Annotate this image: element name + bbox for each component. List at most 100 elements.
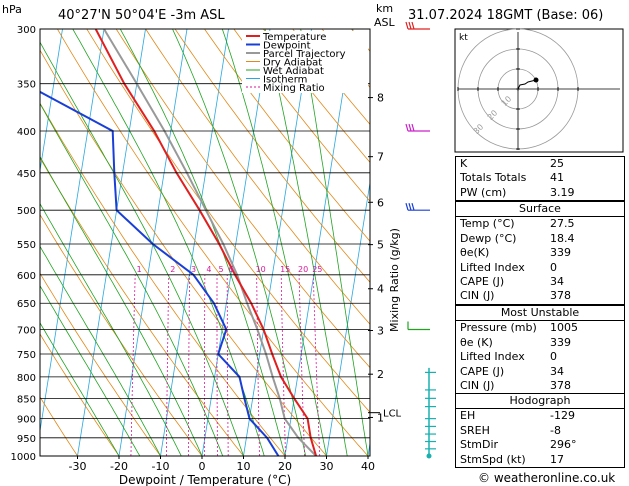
table-row: PW (cm) 3.19	[456, 186, 624, 200]
row-label: CIN (J)	[460, 289, 495, 303]
x-axis-label: Dewpoint / Temperature (°C)	[119, 473, 291, 486]
indices-table: K 25 Totals Totals 41 PW (cm) 3.19	[455, 156, 625, 202]
row-value: 0	[550, 260, 557, 274]
mixing-ratio-line	[298, 274, 305, 456]
pressure-tick-label: 600	[17, 271, 36, 282]
mixing-ratio-label: 1	[137, 265, 142, 274]
table-row: CIN (J) 378	[456, 379, 624, 393]
temp-tick-label: 0	[199, 460, 206, 473]
table-row: StmDir 296°	[456, 438, 624, 452]
row-value: 27.5	[550, 217, 575, 231]
table-row: Temp (°C) 27.5	[456, 217, 624, 231]
dry-adiabat-line	[174, 29, 370, 283]
lcl-label: LCL	[383, 409, 402, 420]
row-label: Lifted Index	[460, 260, 525, 274]
row-value: 18.4	[550, 231, 575, 245]
temp-tick-label: 40	[361, 460, 375, 473]
mixing-ratio-label: 3	[191, 265, 196, 274]
mixing-ratio-line	[312, 274, 321, 456]
table-row: StmSpd (kt) 17	[456, 453, 624, 467]
mixing-ratio-label: 10	[256, 265, 266, 274]
pressure-tick-label: 450	[17, 169, 36, 180]
wind-barb-flag	[411, 123, 415, 132]
legend-entry: Dry Adiabat	[263, 58, 322, 69]
legend-entry: Parcel Trajectory	[263, 49, 346, 60]
pressure-tick-label: 400	[17, 127, 36, 138]
mixing-ratio-line	[166, 274, 170, 456]
wind-barb-flag	[405, 203, 409, 211]
dry-adiabat-line	[233, 29, 370, 202]
legend-entry: Isotherm	[263, 75, 307, 86]
row-value: 41	[550, 171, 564, 185]
mixing-ratio-line	[280, 274, 286, 456]
wind-barb-flag	[408, 123, 412, 132]
temp-tick-label: 20	[278, 460, 292, 473]
row-label: EH	[460, 409, 476, 423]
table-row: Dewp (°C) 18.4	[456, 232, 624, 246]
table-row: EH -129	[456, 409, 624, 423]
row-label: Dewp (°C)	[460, 231, 517, 245]
row-label: CIN (J)	[460, 378, 495, 392]
pressure-tick-label: 900	[17, 415, 36, 426]
wet-adiabat-line	[40, 322, 120, 456]
hodograph-frame	[454, 28, 624, 153]
mixing-ratio-label: 25	[312, 265, 322, 274]
table-row: Pressure (mb) 1005	[456, 321, 624, 335]
pressure-tick-label: 550	[17, 240, 36, 251]
row-value: 3.19	[550, 185, 575, 199]
row-value: 296°	[550, 438, 577, 452]
mixing-ratio-line	[226, 274, 229, 456]
pressure-tick-label: 350	[17, 80, 36, 91]
row-label: CAPE (J)	[460, 274, 505, 288]
mixing-ratio-axis-label: Mixing Ratio (g/kg)	[388, 228, 401, 332]
wind-barb-flag	[405, 123, 409, 132]
pressure-tick-label: 800	[17, 373, 36, 384]
row-value: 339	[550, 246, 571, 260]
asl-label: ASL	[374, 16, 395, 29]
surface-wind-dot	[426, 453, 432, 459]
mixing-ratio-line	[130, 274, 136, 456]
legend-entry: Dewpoint	[263, 41, 311, 52]
pressure-tick-label: 650	[17, 299, 36, 310]
isotherm-line	[77, 29, 146, 456]
temp-tick-label: -30	[69, 460, 87, 473]
legend-entry: Temperature	[262, 32, 326, 43]
datetime-title: 31.07.2024 18GMT (Base: 06)	[408, 8, 604, 23]
hodograph-table: Hodograph EH -129 SREH -8 StmDir 296° StmSpd (k…	[455, 393, 625, 468]
row-value: 17	[550, 452, 564, 466]
row-value: 0	[550, 350, 557, 364]
row-label: CAPE (J)	[460, 364, 505, 378]
legend-box	[242, 31, 368, 93]
isotherm-line	[40, 29, 105, 434]
km-tick-label: 3	[377, 325, 384, 338]
row-label: Totals Totals	[460, 171, 527, 185]
table-row: θe (K) 339	[456, 336, 624, 350]
row-value: -129	[550, 409, 575, 423]
most-unstable-table: Most Unstable Pressure (mb) 1005 θe (K) 339 L…	[455, 305, 625, 395]
hodograph-trace	[517, 79, 537, 91]
row-value: 25	[550, 157, 564, 170]
temp-tick-label: -20	[110, 460, 128, 473]
row-value: -8	[550, 423, 561, 437]
temp-tick-label: 30	[320, 460, 334, 473]
row-label: Lifted Index	[460, 350, 525, 364]
table-row: CAPE (J) 34	[456, 275, 624, 289]
pressure-tick-label: 950	[17, 434, 36, 445]
row-value: 339	[550, 335, 571, 349]
row-value: 378	[550, 289, 571, 303]
wind-barb-flag	[411, 203, 415, 211]
hodograph-unit-label: kt	[459, 33, 468, 43]
isotherm-line	[326, 180, 370, 456]
table-row: K 25	[456, 157, 624, 171]
row-label: PW (cm)	[460, 185, 507, 199]
table-row: θe(K) 339	[456, 246, 624, 260]
row-label: StmSpd (kt)	[460, 452, 526, 466]
row-label: K	[460, 157, 468, 170]
wind-barb-flag	[411, 21, 415, 30]
wet-adiabat-line	[119, 29, 286, 456]
dry-adiabat-line	[40, 396, 78, 456]
pressure-tick-label: 1000	[11, 452, 36, 463]
dry-adiabat-line	[40, 333, 120, 456]
section-title: Hodograph	[509, 394, 571, 407]
